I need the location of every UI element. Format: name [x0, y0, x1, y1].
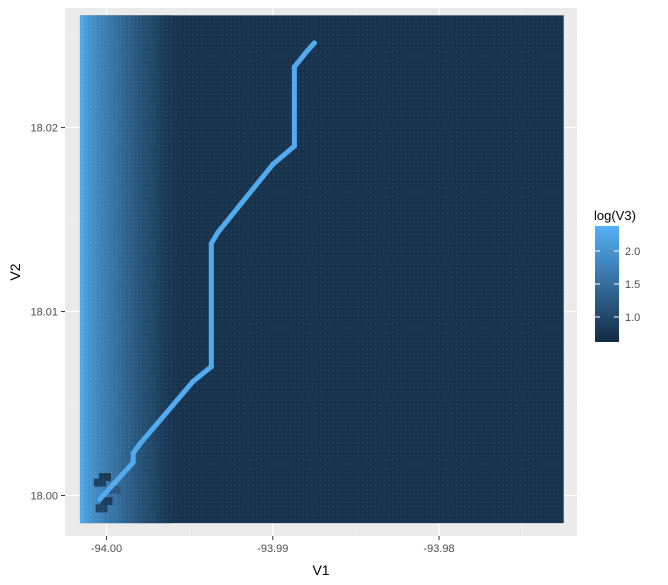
heatmap-column	[109, 15, 114, 524]
heatmap-column	[150, 15, 156, 524]
x-tick-label: -93.99	[257, 543, 288, 555]
y-tick-label: 18.00	[30, 491, 58, 503]
heatmap-tiles	[79, 15, 564, 524]
heatmap-column	[154, 15, 160, 524]
heatmap-column	[138, 15, 143, 524]
legend-tick-label: 1.0	[625, 312, 640, 324]
heatmap-column	[117, 15, 123, 524]
heatmap-patch	[98, 473, 111, 482]
path-point	[270, 161, 276, 167]
heatmap-column	[88, 15, 94, 524]
path-point	[137, 441, 143, 447]
heatmap-column	[158, 15, 164, 524]
heatmap-column	[113, 15, 118, 524]
path-point	[311, 40, 317, 46]
legend-title: log(V3)	[594, 208, 636, 223]
heatmap-patch	[100, 497, 113, 506]
heatmap-column	[125, 15, 131, 524]
heatmap-patch	[95, 504, 108, 513]
path-point	[305, 47, 311, 53]
path-point	[291, 143, 298, 149]
heatmap-column	[163, 15, 168, 524]
legend-ticks: 1.0 1.5 2.0	[595, 246, 640, 324]
y-tick-label: 18.01	[30, 307, 58, 319]
heatmap-patch	[93, 478, 106, 487]
heatmap-column	[100, 15, 106, 524]
heatmap-column	[133, 15, 139, 524]
heatmap-patch	[108, 486, 121, 495]
path-point	[97, 496, 103, 502]
heatmap-column	[142, 15, 148, 524]
path-point	[190, 378, 196, 385]
x-tick-label: -94.00	[91, 543, 122, 555]
heatmap-column	[167, 15, 172, 524]
heatmap-column	[146, 15, 152, 524]
path-point	[130, 450, 136, 456]
path-point	[208, 240, 214, 247]
heatmap-column	[79, 15, 85, 524]
y-tick-label: 18.02	[30, 123, 58, 135]
heatmap-column	[96, 15, 102, 524]
axes: -94.00 -93.99 -93.98 18.00 18.01 18.02	[30, 123, 454, 555]
legend-tick-label: 1.5	[625, 279, 640, 291]
high-value-path	[97, 40, 317, 502]
path-point	[108, 483, 115, 489]
heatmap-column	[104, 15, 110, 524]
path-point	[208, 364, 214, 370]
legend-tick-label: 2.0	[625, 246, 640, 258]
heatmap-column	[84, 15, 89, 524]
y-axis-title: V2	[7, 263, 23, 280]
path-point	[291, 64, 298, 70]
heatmap-column	[92, 15, 98, 524]
x-tick-label: -93.98	[423, 543, 454, 555]
x-axis-title: V1	[312, 562, 329, 578]
heatmap-column	[129, 15, 135, 524]
path-point	[215, 229, 221, 236]
color-legend: log(V3) 1.0 1.5 2.0	[594, 208, 640, 342]
path-point	[130, 459, 136, 466]
heatmap-column	[121, 15, 127, 524]
